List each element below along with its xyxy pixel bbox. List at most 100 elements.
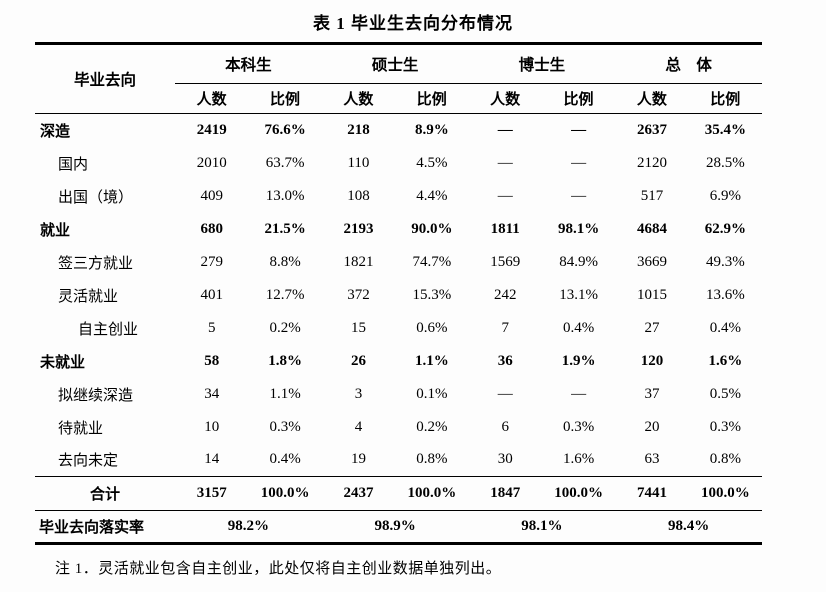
cell-value: 26 [350,352,366,369]
cell-value: 401 [200,286,223,303]
table-row: 出国（境） 409 13.0% 108 4.4% — — 517 6.9% [35,180,762,213]
cell-value: 49.3% [705,253,745,270]
cell-value: 98.9% [374,518,416,534]
subheader-ratio: 比例 [248,83,322,114]
cell-value: 36 [497,352,513,369]
table-row: 未就业 58 1.8% 26 1.1% 36 1.9% 120 1.6% [35,345,762,378]
cell-value: 10 [204,418,220,435]
cell-value: 100.0% [248,476,322,511]
subheader-ratio: 比例 [395,83,469,114]
cell-value: 100.0% [688,476,762,511]
table-footer: 合计 3157 100.0% 2437 100.0% 1847 100.0% 7… [35,476,762,544]
cell-value: 0.4% [562,319,595,336]
cell-value: 62.9% [704,220,746,237]
cell-value: 218 [347,121,370,138]
cell-value: 14 [204,451,220,468]
cell-value: 120 [640,352,664,369]
cell-value: 27 [644,319,660,336]
cell-value: 58 [204,352,220,369]
cell-value: 1.6% [708,352,743,369]
cell-value: 4.5% [416,154,448,171]
cell-value: 37 [644,385,660,402]
cell-value: — [571,121,587,138]
cell-value: 63 [644,451,660,468]
table-row: 国内 2010 63.7% 110 4.5% — — 2120 28.5% [35,147,762,180]
subheader-ratio: 比例 [688,83,762,114]
row-label: 自主创业 [78,321,139,338]
cell-value: 2120 [636,154,667,171]
row-label: 未就业 [40,354,86,371]
cell-value: 12.7% [265,286,305,303]
cell-value: 2437 [321,476,396,511]
cell-value: 98.4% [668,518,710,534]
footnote: 注 1．灵活就业包含自主创业，此处仅将自主创业数据单独列出。 [55,561,502,577]
cell-value: 1.1% [414,352,449,369]
cell-value: 2193 [343,220,374,237]
subheader-count: 人数 [175,83,249,114]
row-label: 签三方就业 [58,255,134,272]
cell-value: 0.4% [269,451,301,468]
cell-value: 4 [354,418,363,435]
cell-value: 21.5% [264,220,306,237]
group-header-doctor: 博士生 [468,43,616,84]
cell-value: 1847 [468,476,542,511]
cell-value: 0.3% [562,418,595,435]
cell-value: 100.0% [541,476,616,511]
row-label: 出国（境） [58,189,134,206]
group-header-undergraduate: 本科生 [175,43,322,84]
cell-value: 6 [501,418,509,435]
cell-value: 279 [200,253,223,270]
cell-value: 1569 [490,253,521,270]
table-row: 去向未定 14 0.4% 19 0.8% 30 1.6% 63 0.8% [35,444,762,477]
placement-rate-row: 毕业去向落实率 98.2% 98.9% 98.1% 98.4% [35,511,762,544]
total-row-label: 合计 [35,476,175,511]
cell-value: 30 [497,451,513,468]
subheader-count: 人数 [468,83,542,114]
cell-value: 8.8% [269,253,301,270]
table-row: 就业 680 21.5% 2193 90.0% 1811 98.1% 4684 62.9% [35,213,762,246]
cell-value: 0.4% [709,319,741,336]
cell-value: 13.6% [705,286,745,303]
subheader-count: 人数 [321,83,396,114]
group-header-row: 毕业去向 本科生 硕士生 博士生 总 体 [35,43,762,114]
cell-value: 2637 [636,121,667,138]
table-row: 灵活就业 401 12.7% 372 15.3% 242 13.1% 1015 13.6% [35,279,762,312]
cell-value: 8.9% [414,121,449,138]
row-label: 就业 [40,222,71,239]
cell-value: 0.1% [416,385,448,402]
cell-value: 110 [347,154,370,171]
cell-value: 0.6% [416,319,448,336]
subheader-row: 人数 比例 人数 比例 人数 比例 人数 比例 [35,83,762,114]
cell-value: 98.1% [557,220,600,237]
cell-value: 3 [354,385,363,402]
table-row: 拟继续深造 34 1.1% 3 0.1% — — 37 0.5% [35,378,762,411]
table-row: 待就业 10 0.3% 4 0.2% 6 0.3% 20 0.3% [35,411,762,444]
row-label: 灵活就业 [58,288,119,305]
cell-value: 4.4% [416,187,448,204]
cell-value: 0.2% [269,319,301,336]
cell-value: 35.4% [704,121,746,138]
cell-value: 90.0% [411,220,453,237]
cell-value: 13.1% [559,286,598,303]
cell-value: — [571,385,587,402]
cell-value: 63.7% [265,154,305,171]
cell-value: 34 [204,385,220,402]
cell-value: 6.9% [709,187,741,204]
cell-value: 680 [200,220,223,237]
table-body: 深造 2419 76.6% 218 8.9% — —2637 35.4% 国内 2010 63.7%… [35,114,762,477]
corner-header: 毕业去向 [35,43,175,114]
cell-value: 409 [200,187,223,204]
cell-value: 1811 [490,220,520,237]
cell-value: — [497,385,513,402]
table-row: 深造 2419 76.6% 218 8.9% — — 2637 35.4% [35,114,762,147]
cell-value: 1.9% [561,352,596,369]
table-row: 签三方就业 279 8.8% 1821 74.7% 1569 84.9% 3669 49.3% [35,246,762,279]
cell-value: 7 [501,319,509,336]
cell-value: 74.7% [412,253,452,270]
cell-value: 100.0% [395,476,469,511]
cell-value: 0.5% [709,385,741,402]
row-label: 国内 [58,156,89,173]
cell-value: 1821 [343,253,374,270]
row-label: 深造 [40,123,71,140]
